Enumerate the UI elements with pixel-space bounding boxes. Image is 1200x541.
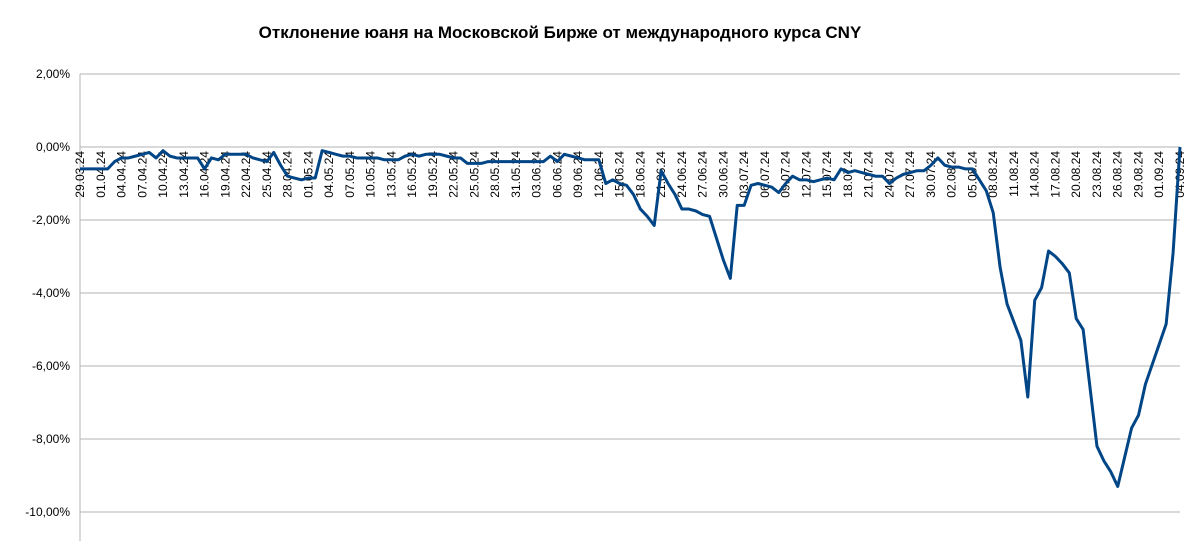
y-tick-label: -8,00% <box>32 432 70 446</box>
x-tick-label: 24.06.24 <box>675 151 689 198</box>
x-tick-label: 06.07.24 <box>758 151 772 198</box>
x-tick-label: 18.07.24 <box>841 151 855 198</box>
x-tick-label: 03.06.24 <box>530 151 544 198</box>
y-tick-label: -2,00% <box>32 213 70 227</box>
chart-title: Отклонение юаня на Московской Бирже от м… <box>259 23 862 42</box>
x-tick-label: 22.05.24 <box>447 151 461 198</box>
x-tick-label: 01.04.24 <box>94 151 108 198</box>
x-tick-label: 10.04.24 <box>156 151 170 198</box>
x-tick-label: 15.06.24 <box>613 151 627 198</box>
x-tick-label: 27.07.24 <box>903 151 917 198</box>
x-tick-label: 11.08.24 <box>1007 151 1021 197</box>
x-tick-label: 08.08.24 <box>986 151 1000 198</box>
x-tick-label: 17.08.24 <box>1048 151 1062 198</box>
x-tick-label: 25.04.24 <box>260 151 274 198</box>
x-tick-label: 12.06.24 <box>592 151 606 198</box>
x-tick-label: 16.05.24 <box>405 151 419 198</box>
x-tick-label: 03.07.24 <box>737 151 751 198</box>
x-tick-label: 10.05.24 <box>364 151 378 198</box>
x-tick-label: 06.06.24 <box>550 151 564 198</box>
x-tick-label: 27.06.24 <box>696 151 710 198</box>
x-tick-label: 30.06.24 <box>716 151 730 198</box>
x-tick-label: 12.07.24 <box>799 151 813 198</box>
data-line <box>80 146 1182 488</box>
x-tick-label: 31.05.24 <box>509 151 523 198</box>
x-tick-label: 09.06.24 <box>571 151 585 198</box>
y-tick-label: -4,00% <box>32 286 70 300</box>
x-tick-label: 20.08.24 <box>1069 151 1083 198</box>
x-tick-label: 16.04.24 <box>198 151 212 198</box>
x-tick-label: 02.08.24 <box>945 151 959 198</box>
x-tick-label: 22.04.24 <box>239 151 253 198</box>
x-tick-label: 29.08.24 <box>1131 151 1145 198</box>
x-tick-label: 14.08.24 <box>1028 151 1042 198</box>
x-tick-label: 23.08.24 <box>1090 151 1104 198</box>
x-tick-label: 07.05.24 <box>343 151 357 198</box>
x-tick-label: 26.08.24 <box>1111 151 1125 198</box>
y-tick-label: 0,00% <box>36 140 70 154</box>
x-tick-label: 19.05.24 <box>426 151 440 198</box>
y-tick-label: -10,00% <box>25 505 70 519</box>
x-tick-label: 04.05.24 <box>322 151 336 198</box>
y-tick-label: -6,00% <box>32 359 70 373</box>
x-tick-label: 01.09.24 <box>1152 151 1166 198</box>
x-tick-label: 13.05.24 <box>384 151 398 198</box>
x-tick-label: 15.07.24 <box>820 151 834 198</box>
x-tick-label: 05.08.24 <box>965 151 979 198</box>
y-tick-label: 2,00% <box>36 67 70 81</box>
x-tick-label: 19.04.24 <box>218 151 232 198</box>
x-tick-label: 28.05.24 <box>488 151 502 198</box>
x-tick-label: 18.06.24 <box>633 151 647 198</box>
x-tick-label: 04.04.24 <box>115 151 129 198</box>
x-tick-label: 24.07.24 <box>882 151 896 198</box>
x-tick-label: 29.03.24 <box>73 151 87 198</box>
x-tick-label: 25.05.24 <box>467 151 481 198</box>
x-tick-label: 01.05.24 <box>301 151 315 198</box>
x-tick-label: 30.07.24 <box>924 151 938 198</box>
x-tick-label: 07.04.24 <box>135 151 149 198</box>
x-tick-label: 13.04.24 <box>177 151 191 198</box>
